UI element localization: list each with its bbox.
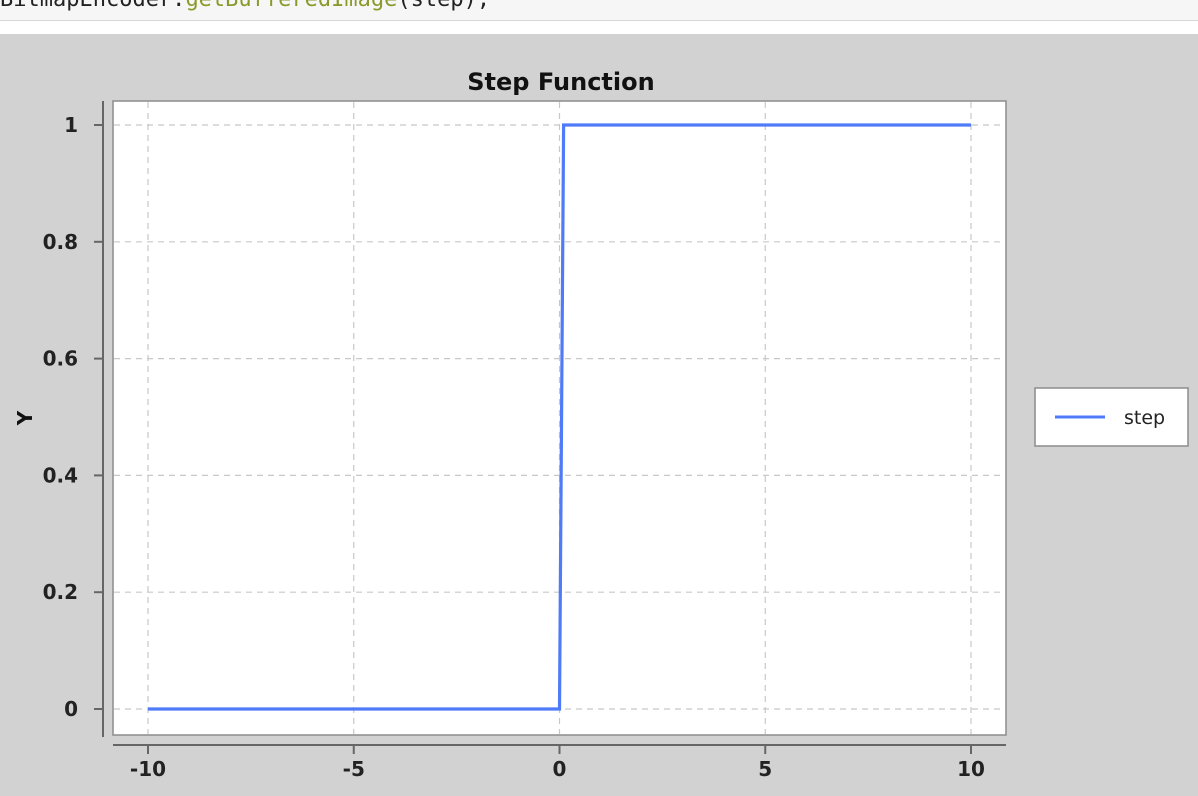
y-axis-title: Y (13, 410, 37, 426)
x-tick-label: -10 (130, 757, 166, 781)
x-axis-ticks: -10 -5 0 5 10 (130, 745, 985, 781)
y-tick-label: 0.2 (43, 580, 78, 604)
y-tick-label: 1 (64, 113, 78, 137)
y-tick-label: 0.4 (43, 463, 78, 487)
y-axis-ticks: 0 0.2 0.4 0.6 0.8 1 (43, 113, 103, 721)
code-line: BitmapEncoder.getBufferedImage(step); (0, 0, 490, 14)
x-tick-label: 10 (957, 757, 985, 781)
chart-title: Step Function (467, 68, 654, 96)
x-tick-label: -5 (343, 757, 365, 781)
chart-output-panel: Step Function 0 0.2 0.4 0.6 0.8 1 -10 -5 0 5 10 Y… (0, 34, 1198, 796)
step-function-chart: Step Function 0 0.2 0.4 0.6 0.8 1 -10 -5 0 5 10 Y… (13, 68, 1189, 781)
code-args: (step); (397, 0, 490, 12)
series-layer (147, 123, 972, 711)
legend: step (1034, 387, 1189, 447)
y-tick-label: 0 (64, 697, 78, 721)
x-tick-label: 5 (758, 757, 772, 781)
code-method: getBufferedImage (185, 0, 397, 12)
legend-label-step: step (1124, 407, 1165, 429)
code-cell[interactable]: BitmapEncoder.getBufferedImage(step); (0, 0, 1198, 21)
x-tick-label: 0 (553, 757, 567, 781)
series-line-step (148, 123, 971, 711)
y-tick-label: 0.6 (43, 347, 78, 371)
code-object: BitmapEncoder. (0, 0, 185, 12)
y-tick-label: 0.8 (43, 230, 78, 254)
